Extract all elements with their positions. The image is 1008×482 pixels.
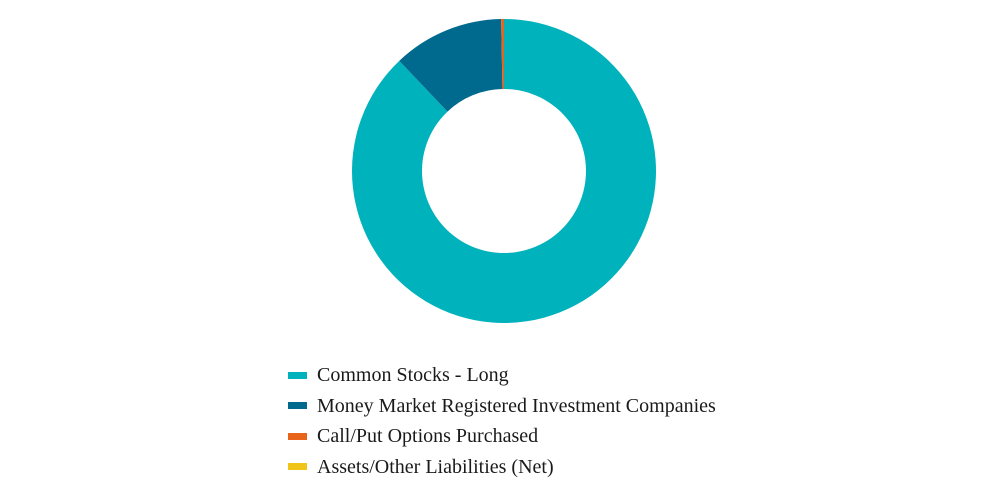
legend-label-call-put-options: Call/Put Options Purchased [317, 426, 538, 446]
legend-item-common-stocks: Common Stocks - Long [288, 360, 716, 391]
legend-item-assets-other-liabilities: Assets/Other Liabilities (Net) [288, 452, 716, 482]
legend-swatch-assets-other-liabilities [288, 463, 307, 470]
chart-legend: Common Stocks - Long Money Market Regist… [288, 360, 716, 482]
donut-slices [352, 19, 656, 323]
legend-label-common-stocks: Common Stocks - Long [317, 365, 509, 385]
legend-item-money-market: Money Market Registered Investment Compa… [288, 391, 716, 422]
legend-item-call-put-options: Call/Put Options Purchased [288, 421, 716, 452]
legend-label-assets-other-liabilities: Assets/Other Liabilities (Net) [317, 457, 554, 477]
legend-swatch-common-stocks [288, 372, 307, 379]
legend-label-money-market: Money Market Registered Investment Compa… [317, 396, 716, 416]
legend-swatch-call-put-options [288, 433, 307, 440]
legend-swatch-money-market [288, 402, 307, 409]
